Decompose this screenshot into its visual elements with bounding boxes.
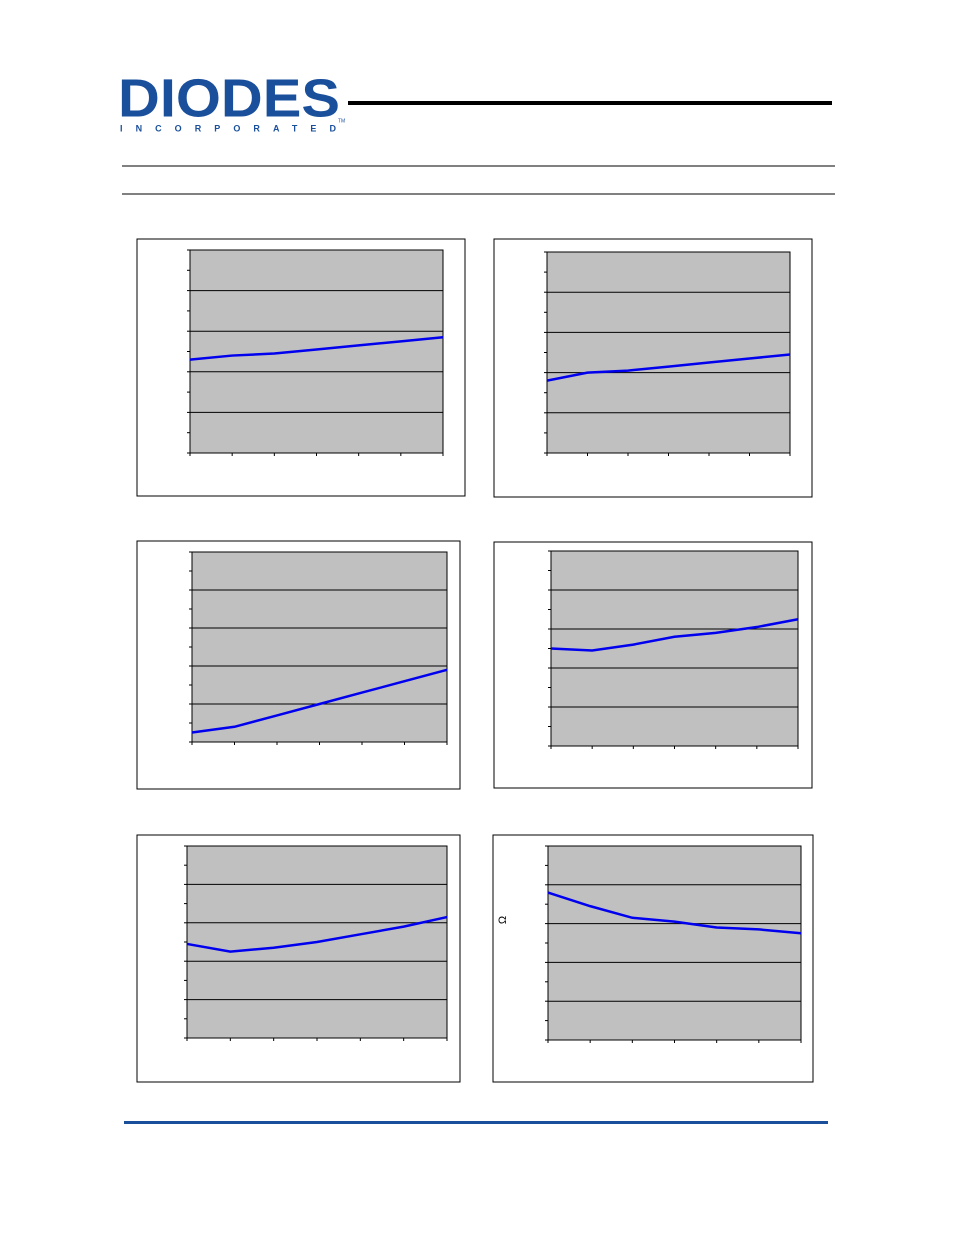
plot-area <box>547 845 802 1041</box>
data-line <box>186 915 448 953</box>
logo: DIODES <box>118 68 340 128</box>
plot-area <box>550 550 799 747</box>
data-line <box>550 618 799 652</box>
trademark: TM <box>338 118 345 124</box>
y-axis-label: Ω <box>497 916 509 924</box>
data-line <box>547 891 802 935</box>
plot-area <box>191 551 448 743</box>
plot-area <box>546 251 791 454</box>
header-rule <box>348 101 832 105</box>
data-line <box>546 353 791 382</box>
plot-area <box>189 249 444 454</box>
data-line <box>191 668 448 734</box>
footer-rule <box>124 1121 828 1124</box>
data-line <box>189 336 444 361</box>
